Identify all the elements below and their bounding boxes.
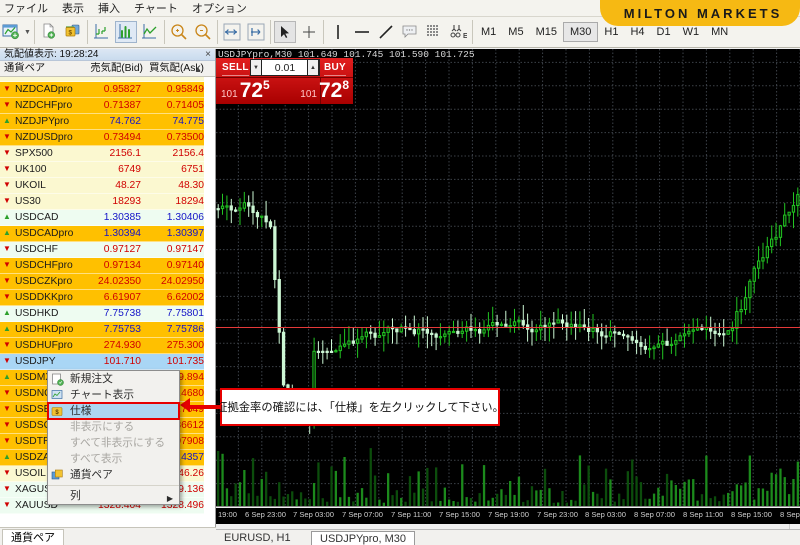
svg-text:E: E	[463, 33, 467, 40]
svg-text:$: $	[69, 29, 73, 36]
